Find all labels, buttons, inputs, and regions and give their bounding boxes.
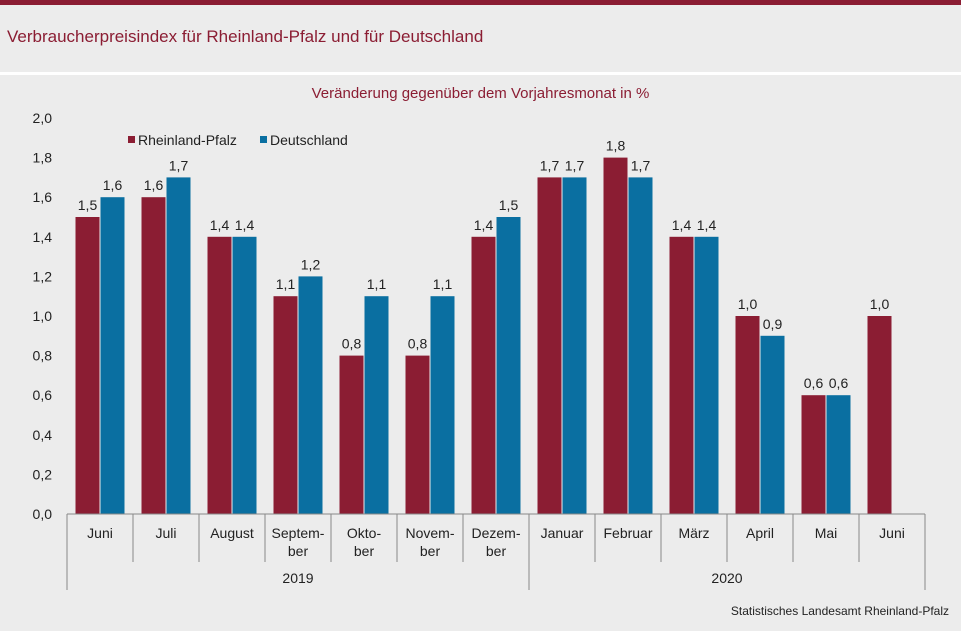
x-tick-label: Novem- <box>405 525 454 541</box>
data-label: 1,8 <box>606 138 626 154</box>
legend-label: Rheinland-Pfalz <box>138 132 237 148</box>
data-label: 0,6 <box>804 375 824 391</box>
year-label: 2019 <box>282 570 313 586</box>
x-tick-label: Okto- <box>347 525 382 541</box>
data-label: 1,5 <box>78 197 98 213</box>
data-label: 1,4 <box>210 217 230 233</box>
bar <box>166 177 191 514</box>
data-label: 0,8 <box>408 336 428 352</box>
data-label: 1,4 <box>672 217 692 233</box>
data-label: 1,1 <box>276 276 296 292</box>
bar <box>628 177 653 514</box>
bar <box>339 355 364 514</box>
bar-chart: 0,0 0,2 0,4 0,6 0,8 1,0 1,2 1,4 1,6 1,8 2,0 1,5 1,6 1… <box>33 110 926 590</box>
y-tick-label: 0,0 <box>33 506 53 522</box>
y-tick-label: 1,4 <box>33 229 53 245</box>
bar <box>405 355 430 514</box>
data-label: 1,7 <box>169 157 189 173</box>
data-label: 1,5 <box>499 197 519 213</box>
bar <box>537 177 562 514</box>
data-label: 1,1 <box>433 276 453 292</box>
data-label: 1,0 <box>738 296 758 312</box>
y-tick-label: 1,2 <box>33 268 53 284</box>
bar <box>430 296 455 514</box>
bar <box>826 395 851 514</box>
y-tick-label: 0,4 <box>33 427 53 443</box>
x-tick-label: ber <box>420 543 441 559</box>
bar <box>273 296 298 514</box>
bar <box>298 276 323 514</box>
x-tick-label: Februar <box>603 525 652 541</box>
data-label: 0,8 <box>342 336 362 352</box>
bar <box>100 197 125 514</box>
x-tick-label: ber <box>486 543 507 559</box>
y-tick-label: 1,6 <box>33 189 53 205</box>
legend-label: Deutschland <box>270 132 348 148</box>
bar <box>867 316 892 514</box>
y-tick-label: 1,0 <box>33 308 53 324</box>
x-tick-label: Dezem- <box>471 525 520 541</box>
bar <box>801 395 826 514</box>
data-label: 1,4 <box>697 217 717 233</box>
x-tick-label: ber <box>288 543 309 559</box>
data-label: 0,6 <box>829 375 849 391</box>
y-tick-label: 1,8 <box>33 150 53 166</box>
data-label: 1,4 <box>235 217 255 233</box>
x-tick-label: Mai <box>815 525 838 541</box>
page-title: Verbraucherpreisindex für Rheinland-Pfal… <box>7 27 484 46</box>
x-tick-label: August <box>210 525 254 541</box>
bar <box>232 236 257 515</box>
y-tick-label: 0,2 <box>33 466 53 482</box>
bar <box>364 296 389 514</box>
bar <box>471 236 496 515</box>
year-label: 2020 <box>711 570 742 586</box>
bar <box>694 236 719 515</box>
x-tick-label: Juni <box>87 525 113 541</box>
data-label: 0,9 <box>763 316 783 332</box>
bar <box>141 197 166 514</box>
data-label: 1,0 <box>870 296 890 312</box>
data-label: 1,4 <box>474 217 494 233</box>
chart-subtitle: Veränderung gegenüber dem Vorjahresmonat… <box>311 85 650 102</box>
bar <box>207 236 232 515</box>
header-separator <box>0 72 961 75</box>
bar <box>75 217 100 514</box>
bar <box>603 157 628 514</box>
x-tick-label: Septem- <box>272 525 325 541</box>
y-tick-label: 0,8 <box>33 348 53 364</box>
data-label: 1,6 <box>103 177 123 193</box>
data-label: 1,7 <box>565 157 585 173</box>
x-tick-label: Juni <box>879 525 905 541</box>
y-tick-label: 2,0 <box>33 110 53 126</box>
header: Verbraucherpreisindex für Rheinland-Pfal… <box>0 5 961 72</box>
x-tick-label: Januar <box>541 525 584 541</box>
bar <box>760 335 785 514</box>
data-label: 1,7 <box>631 157 651 173</box>
bar <box>735 316 760 514</box>
data-label: 1,7 <box>540 157 560 173</box>
legend-marker <box>128 136 135 143</box>
legend-marker <box>260 136 267 143</box>
x-tick-label: März <box>678 525 709 541</box>
x-tick-label: Juli <box>155 525 176 541</box>
data-label: 1,6 <box>144 177 164 193</box>
y-tick-label: 0,6 <box>33 387 53 403</box>
bar <box>496 217 521 514</box>
source-note: Statistisches Landesamt Rheinland-Pfalz <box>730 604 949 618</box>
top-rule <box>0 0 961 5</box>
x-tick-label: ber <box>354 543 375 559</box>
bar <box>669 236 694 515</box>
bar <box>562 177 587 514</box>
x-tick-label: April <box>746 525 774 541</box>
data-label: 1,2 <box>301 256 321 272</box>
data-label: 1,1 <box>367 276 387 292</box>
